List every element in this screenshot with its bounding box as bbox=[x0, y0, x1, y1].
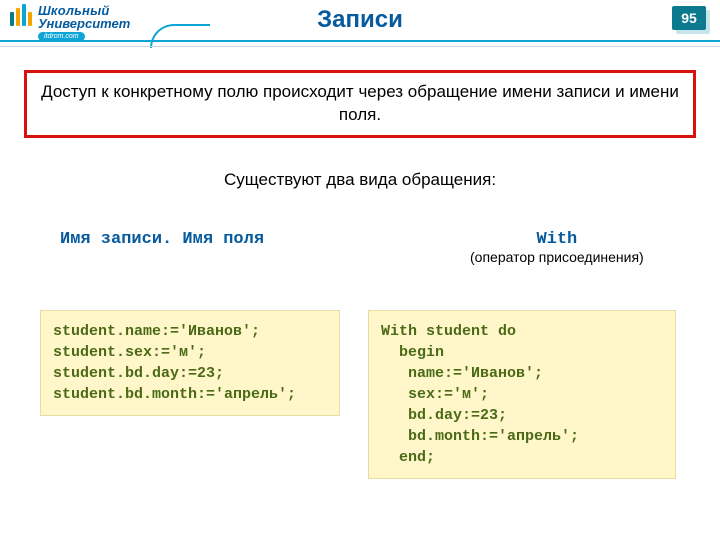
left-code-box: student.name:='Иванов'; student.sex:='м'… bbox=[40, 310, 340, 416]
info-box: Доступ к конкретному полю происходит чер… bbox=[24, 70, 696, 138]
with-keyword: With bbox=[470, 230, 644, 249]
right-code-box: With student do begin name:='Иванов'; se… bbox=[368, 310, 676, 479]
page-title: Записи bbox=[0, 6, 720, 34]
page-number-badge: 95 bbox=[672, 6, 706, 30]
left-column-heading: Имя записи. Имя поля bbox=[60, 230, 264, 249]
right-column-heading: With (оператор присоединения) bbox=[470, 230, 644, 265]
with-note: (оператор присоединения) bbox=[470, 249, 644, 265]
header-divider bbox=[0, 40, 720, 42]
header-curve bbox=[150, 24, 210, 48]
header-divider-light bbox=[0, 46, 720, 47]
subtitle: Существуют два вида обращения: bbox=[0, 170, 720, 190]
slide: Школьный Университет itdrom.com Записи 9… bbox=[0, 0, 720, 540]
